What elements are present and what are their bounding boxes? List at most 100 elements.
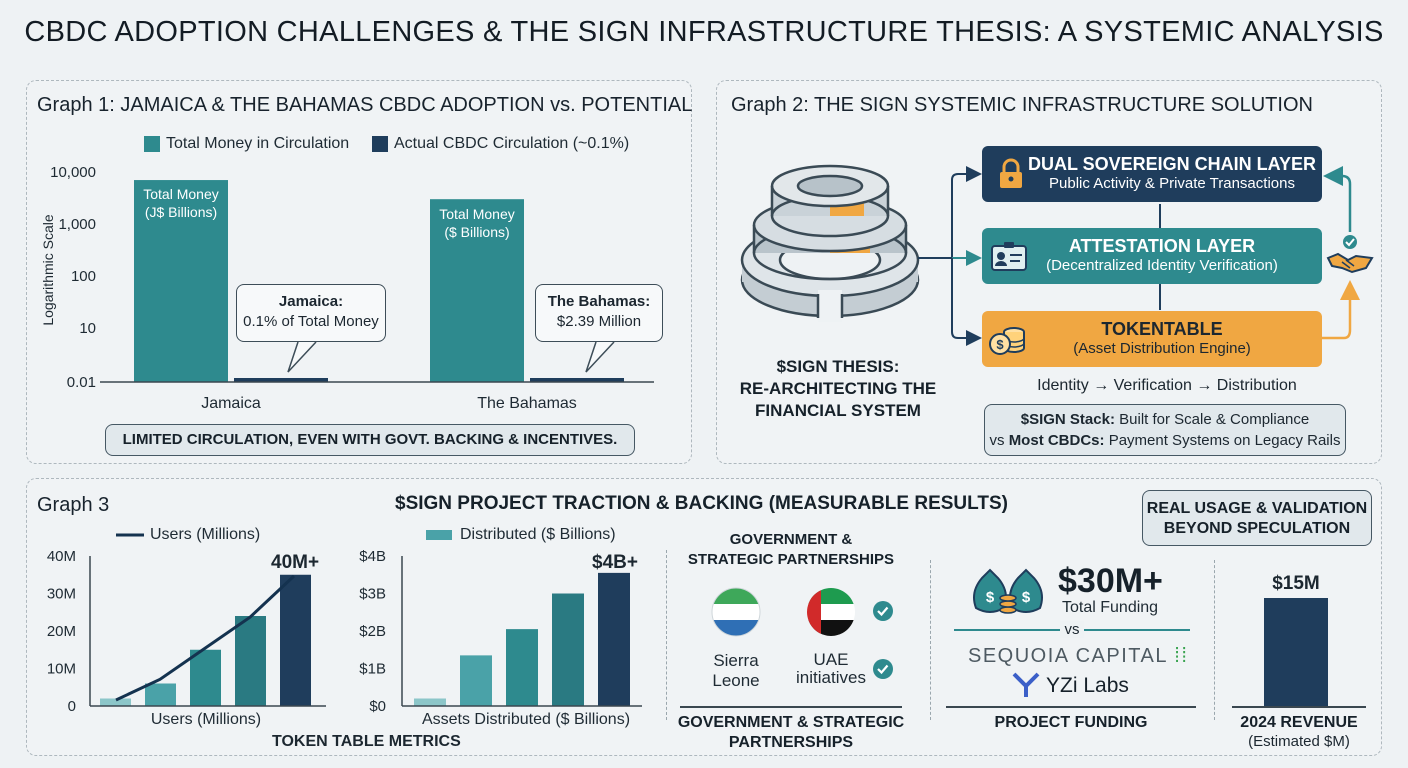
revenue-chart	[1264, 598, 1328, 706]
graph1-chart: 0.01 10 100 1,000 10,000 Total Money (J$ Bill…	[50, 164, 654, 412]
users-bar	[280, 574, 311, 706]
dist-xlabel: Assets Distributed ($ Billions)	[421, 711, 631, 728]
revenue-bar	[1264, 598, 1328, 706]
graph1-legend-total-swatch	[144, 136, 160, 152]
users-chart: 0 10M 20M 30M 40M	[47, 533, 326, 715]
graph3-label: Graph 3	[37, 494, 110, 516]
graph1-bar	[234, 378, 328, 382]
graph1-legend-actual-swatch	[372, 136, 388, 152]
vs-rest: Payment Systems on Legacy Rails	[1104, 432, 1341, 449]
graph1-bar-label: Total Money	[439, 206, 514, 222]
dist-bar	[414, 698, 446, 706]
users-y-tick: 40M	[47, 548, 76, 565]
layer3-title: TOKENTABLE	[1101, 319, 1223, 339]
divider-1	[666, 550, 667, 720]
graph1-y-tick: 10	[79, 320, 96, 337]
graph1-y-tick: 1,000	[58, 216, 96, 233]
money-bags-icon: $ $	[973, 568, 1043, 614]
yzi-labs-logo: YZi Labs	[1046, 674, 1129, 697]
uae-flag-icon	[807, 588, 855, 636]
gov-footer-rule	[680, 706, 902, 708]
coins-icon: $	[989, 327, 1025, 355]
uae-label: UAE initiatives	[786, 651, 876, 687]
graph1-y-tick: 0.01	[67, 374, 96, 391]
yzi-logo-icon	[1012, 672, 1040, 697]
graph1-callout-bahamas: The Bahamas: $2.39 Million	[535, 284, 663, 342]
real-usage-line2: BEYOND SPECULATION	[1163, 520, 1351, 537]
graph1-bar-label: ($ Billions)	[444, 224, 509, 240]
page-title: CBDC ADOPTION CHALLENGES & THE SIGN INFR…	[24, 16, 1384, 48]
revenue-subtitle: (Estimated $M)	[1248, 733, 1350, 750]
lock-icon	[1000, 158, 1022, 188]
dist-y-tick: $0	[369, 698, 386, 715]
funding-footer: PROJECT FUNDING	[994, 714, 1148, 731]
graph1-callout-bahamas-pointer	[585, 341, 615, 373]
users-y-tick: 10M	[47, 661, 76, 678]
uae-line1: UAE	[813, 650, 849, 669]
users-bar	[235, 616, 266, 706]
graph1-bar-label: (J$ Billions)	[145, 204, 217, 220]
token-table-metrics: TOKEN TABLE METRICS	[272, 733, 461, 750]
layer3-subtitle: (Asset Distribution Engine)	[1073, 340, 1251, 357]
graph1-legend-actual: Actual CBDC Circulation (~0.1%)	[394, 135, 630, 152]
graph1-callout-jamaica-title: Jamaica:	[278, 293, 344, 310]
graph1-bar	[530, 378, 624, 382]
users-callout: 40M+	[271, 552, 320, 573]
id-card-icon	[991, 242, 1027, 271]
handshake-icon	[1326, 235, 1374, 274]
revenue-footer: 2024 REVENUE	[1240, 714, 1358, 731]
layer1-title: DUAL SOVEREIGN CHAIN LAYER	[1027, 154, 1317, 174]
dist-y-tick: $1B	[359, 661, 386, 678]
sign-thesis-label: $SIGN THESIS: RE-ARCHITECTING THE FINANC…	[738, 356, 938, 422]
graph3-title: $SIGN PROJECT TRACTION & BACKING (MEASUR…	[395, 493, 1008, 514]
graph1-bar-label: Total Money	[143, 186, 218, 202]
attestation-layer: ATTESTATION LAYER (Decentralized Identit…	[982, 228, 1322, 284]
graph1-title: Graph 1: JAMAICA & THE BAHAMAS CBDC ADOP…	[37, 94, 693, 116]
real-usage-line1: REAL USAGE & VALIDATION	[1146, 500, 1368, 517]
sequoia-label: SEQUOIA CAPITAL	[968, 645, 1168, 667]
users-legend: Users (Millions)	[150, 526, 261, 543]
stack-bold: $SIGN Stack:	[1020, 411, 1115, 428]
dist-y-tick: $4B	[359, 548, 386, 565]
gov-title-line2: STRATEGIC PARTNERSHIPS	[687, 551, 895, 568]
dist-bar	[460, 655, 492, 706]
sierra-line1: Sierra	[713, 651, 759, 670]
flow-text: Identity → Verification → Distribution	[1037, 377, 1297, 394]
sierra-leone-label: Sierra Leone	[700, 651, 772, 691]
gov-title: GOVERNMENT & STRATEGIC PARTNERSHIPS	[676, 530, 906, 570]
users-y-tick: 30M	[47, 586, 76, 603]
graph1-callout-bahamas-body: $2.39 Million	[556, 313, 642, 330]
graph1-callout-bahamas-title: The Bahamas:	[547, 293, 651, 310]
divider-2	[930, 560, 931, 720]
dist-y-tick: $2B	[359, 623, 386, 640]
vs-bold: Most CBDCs:	[1008, 432, 1105, 449]
check-icon	[873, 601, 893, 621]
gov-footer: GOVERNMENT & STRATEGIC PARTNERSHIPS	[676, 713, 906, 753]
graph2-title: Graph 2: THE SIGN SYSTEMIC INFRASTRUCTUR…	[731, 94, 1313, 116]
funding-label: Total Funding	[1062, 599, 1159, 616]
gov-title-line1: GOVERNMENT &	[729, 531, 853, 548]
stack-rest: Built for Scale & Compliance	[1114, 411, 1310, 428]
users-bar	[100, 698, 131, 706]
graph1-x-tick: Jamaica	[201, 395, 261, 412]
check-icon	[873, 659, 893, 679]
graph1-y-tick: 100	[71, 268, 96, 285]
sierra-line2: Leone	[712, 671, 760, 690]
gov-footer-line2: PARTNERSHIPS	[728, 734, 854, 751]
sequoia-leaf-icon: ⁞⁞	[1167, 645, 1189, 667]
graph1-callout-jamaica-pointer	[287, 341, 317, 373]
graph2-connectors	[918, 166, 1360, 346]
sign-stack-illustration	[740, 164, 920, 322]
layer2-subtitle: (Decentralized Identity Verification)	[1046, 257, 1278, 274]
dist-bar	[506, 629, 538, 706]
thesis-line-1: $SIGN THESIS:	[776, 357, 900, 376]
funding-vs: vs	[1060, 621, 1084, 638]
graph1-legend-total: Total Money in Circulation	[166, 135, 350, 152]
vs-prefix: vs	[989, 432, 1009, 449]
tokentable-layer: TOKENTABLE (Asset Distribution Engine)	[982, 311, 1322, 367]
users-bar	[145, 683, 176, 706]
sequoia-capital-logo: SEQUOIA CAPITAL ⁞⁞	[968, 645, 1188, 668]
sign-stack-comparison: $SIGN Stack: Built for Scale & Complianc…	[984, 404, 1346, 456]
funding-footer-rule	[946, 706, 1196, 708]
divider-3	[1214, 560, 1215, 720]
